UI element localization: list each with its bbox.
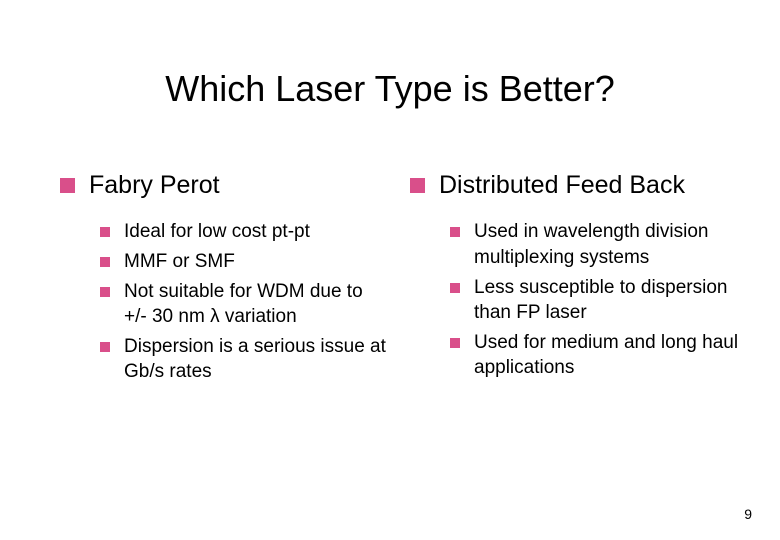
list-item: Dispersion is a serious issue at Gb/s ra… [100,334,390,385]
list-item-text: Less susceptible to dispersion than FP l… [474,275,740,326]
list-item: Ideal for low cost pt-pt [100,219,390,245]
list-item: Not suitable for WDM due to +/- 30 nm λ … [100,279,390,330]
right-column: Distributed Feed Back Used in wavelength… [410,170,740,389]
square-bullet-icon [100,342,110,352]
square-bullet-icon [450,227,460,237]
list-item: Used in wavelength division multiplexing… [450,219,740,270]
list-item-text: MMF or SMF [124,249,235,275]
slide-title: Which Laser Type is Better? [0,68,780,110]
list-item-text: Used for medium and long haul applicatio… [474,330,740,381]
list-item-text: Ideal for low cost pt-pt [124,219,310,245]
square-bullet-icon [410,178,425,193]
left-heading: Fabry Perot [89,170,220,201]
square-bullet-icon [450,338,460,348]
list-item: Used for medium and long haul applicatio… [450,330,740,381]
square-bullet-icon [60,178,75,193]
square-bullet-icon [100,257,110,267]
list-item: Less susceptible to dispersion than FP l… [450,275,740,326]
square-bullet-icon [450,283,460,293]
page-number: 9 [744,506,752,522]
square-bullet-icon [100,287,110,297]
right-heading: Distributed Feed Back [439,170,685,201]
left-heading-row: Fabry Perot [60,170,390,201]
list-item: MMF or SMF [100,249,390,275]
right-heading-row: Distributed Feed Back [410,170,740,201]
list-item-text: Used in wavelength division multiplexing… [474,219,740,270]
list-item-text: Dispersion is a serious issue at Gb/s ra… [124,334,390,385]
left-column: Fabry Perot Ideal for low cost pt-pt MMF… [60,170,390,389]
content-columns: Fabry Perot Ideal for low cost pt-pt MMF… [60,170,740,389]
square-bullet-icon [100,227,110,237]
list-item-text: Not suitable for WDM due to +/- 30 nm λ … [124,279,390,330]
